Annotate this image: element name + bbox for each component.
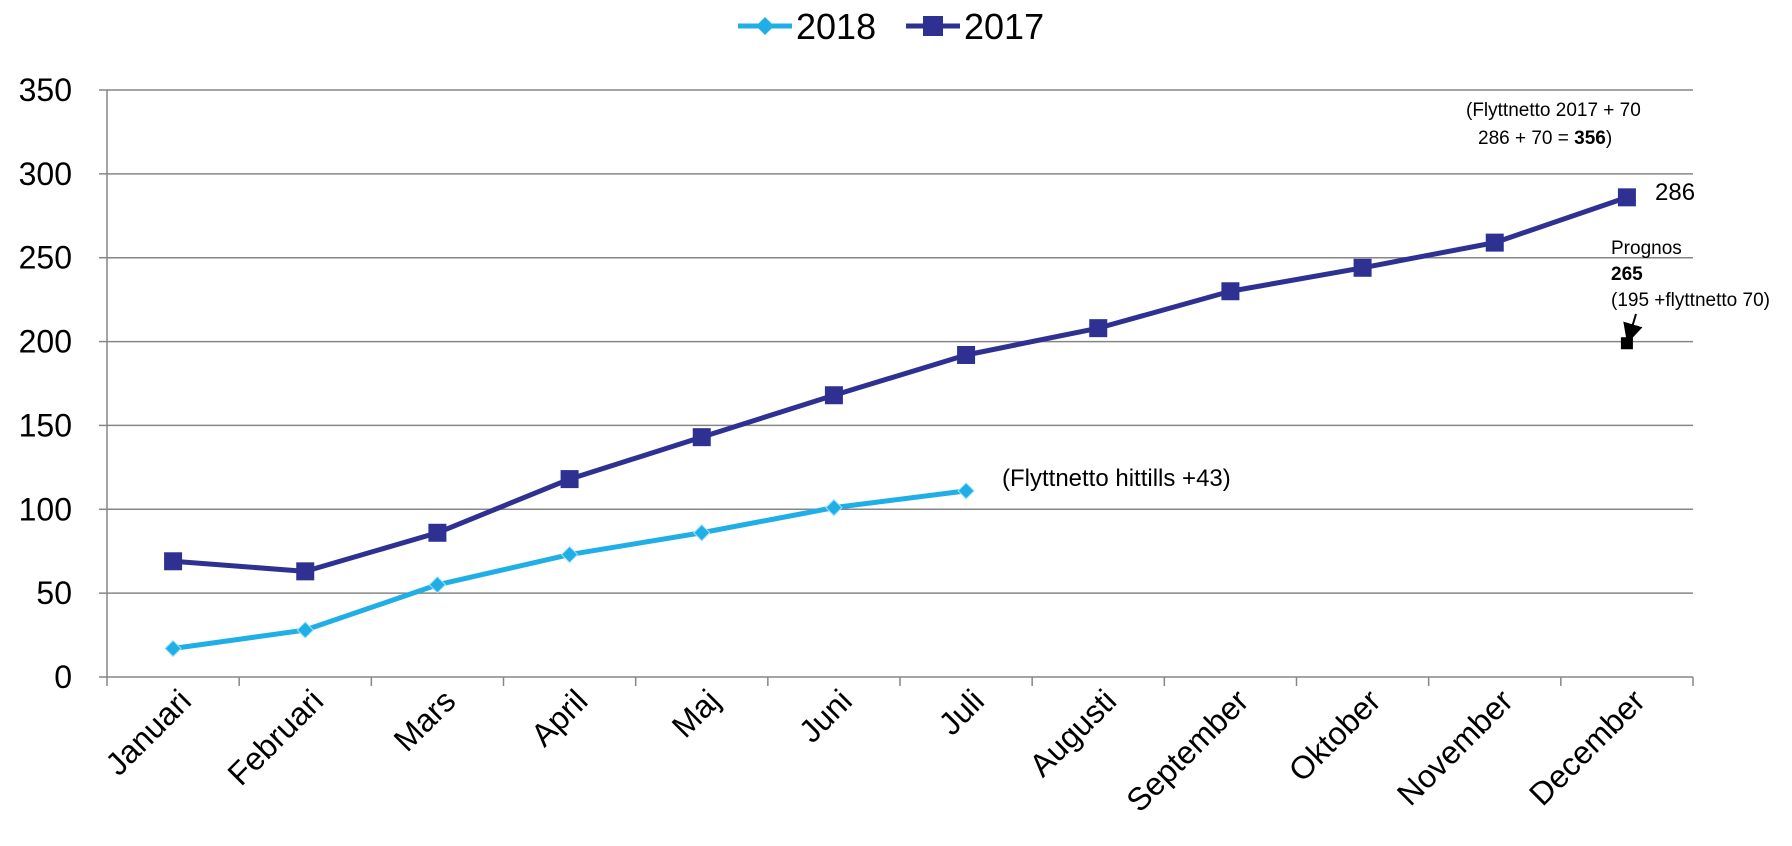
prognos-arrow	[1623, 313, 1643, 344]
prognos-detail: (195 +flyttnetto 70)	[1611, 290, 1770, 311]
point-2017-mars	[428, 523, 447, 542]
y-tick-label-0: 0	[54, 659, 72, 695]
series-group	[164, 188, 1636, 658]
annotation-flyttnetto-2017-line2-post: )	[1606, 128, 1612, 149]
point-2018-april	[560, 545, 579, 564]
y-tick-label-250: 250	[19, 240, 72, 276]
point-2018-januari	[164, 639, 182, 658]
legend-item-2018: 2018	[738, 6, 876, 47]
point-2017-maj	[692, 428, 711, 447]
series-2018	[164, 482, 975, 658]
forecast-marker	[1620, 337, 1633, 350]
x-tick-label-november: November	[1390, 682, 1520, 812]
annotation-flyttnetto-2017-line1: (Flyttnetto 2017 + 70	[1466, 100, 1641, 121]
series-line-2017	[172, 194, 1628, 574]
series-2017	[164, 188, 1636, 581]
point-2017-december	[1617, 188, 1636, 207]
x-tick-label-september: September	[1119, 682, 1255, 818]
legend-marker-2017	[923, 16, 943, 36]
axes: 0 50 100 150 200 250 300 350 Januari Februari Mars…	[19, 72, 1694, 819]
x-tick-label-juni: Juni	[792, 682, 859, 749]
point-2017-september	[1221, 282, 1240, 301]
y-tick-label-350: 350	[19, 72, 72, 108]
x-tick-label-januari: Januari	[98, 682, 198, 782]
point-2017-juli	[957, 345, 976, 364]
x-tick-label-augusti: Augusti	[1022, 682, 1123, 783]
legend-item-2017: 2017	[906, 6, 1044, 47]
y-tick-label-300: 300	[19, 156, 72, 192]
point-2018-juli	[957, 482, 975, 500]
annotation-flyttnetto-2017-line2-pre: 286 + 70 =	[1478, 128, 1574, 149]
y-tick-label-100: 100	[19, 491, 72, 527]
x-tick-label-december: December	[1522, 682, 1652, 812]
point-2017-april	[560, 470, 579, 489]
x-tick-label-juli: Juli	[932, 682, 991, 741]
legend: 2018 2017	[738, 6, 1044, 47]
point-2017-februari	[296, 562, 315, 581]
annotation-flyttnetto-2017-bold: 356	[1574, 128, 1606, 149]
point-2018-februari	[296, 621, 314, 639]
x-tick-label-oktober: Oktober	[1282, 682, 1388, 788]
point-2017-januari	[164, 552, 183, 571]
point-2018-mars	[428, 576, 447, 594]
point-2018-maj	[693, 524, 711, 542]
y-tick-label-150: 150	[19, 407, 72, 443]
annotation-flyttnetto-2018: (Flyttnetto hittills +43)	[1002, 465, 1231, 492]
x-tick-label-maj: Maj	[665, 682, 727, 744]
legend-marker-2018	[756, 17, 774, 35]
label-286: 286	[1655, 179, 1695, 206]
gridlines	[107, 89, 1693, 594]
point-2017-november	[1485, 233, 1504, 252]
legend-label-2017: 2017	[964, 6, 1044, 47]
y-tick-label-200: 200	[19, 324, 72, 360]
annotation-flyttnetto-2017-line2: 286 + 70 = 356)	[1478, 128, 1612, 149]
prognos-label: Prognos	[1611, 238, 1682, 259]
point-2018-juni	[825, 498, 843, 517]
legend-label-2018: 2018	[796, 6, 876, 47]
x-tick-label-april: April	[524, 682, 595, 753]
point-2017-augusti	[1089, 319, 1108, 338]
point-2017-juni	[824, 386, 843, 405]
prognos-value: 265	[1611, 264, 1643, 285]
x-tick-label-mars: Mars	[387, 682, 463, 758]
x-tick-label-februari: Februari	[220, 682, 330, 792]
y-tick-label-50: 50	[36, 575, 72, 611]
point-2017-oktober	[1353, 258, 1372, 277]
